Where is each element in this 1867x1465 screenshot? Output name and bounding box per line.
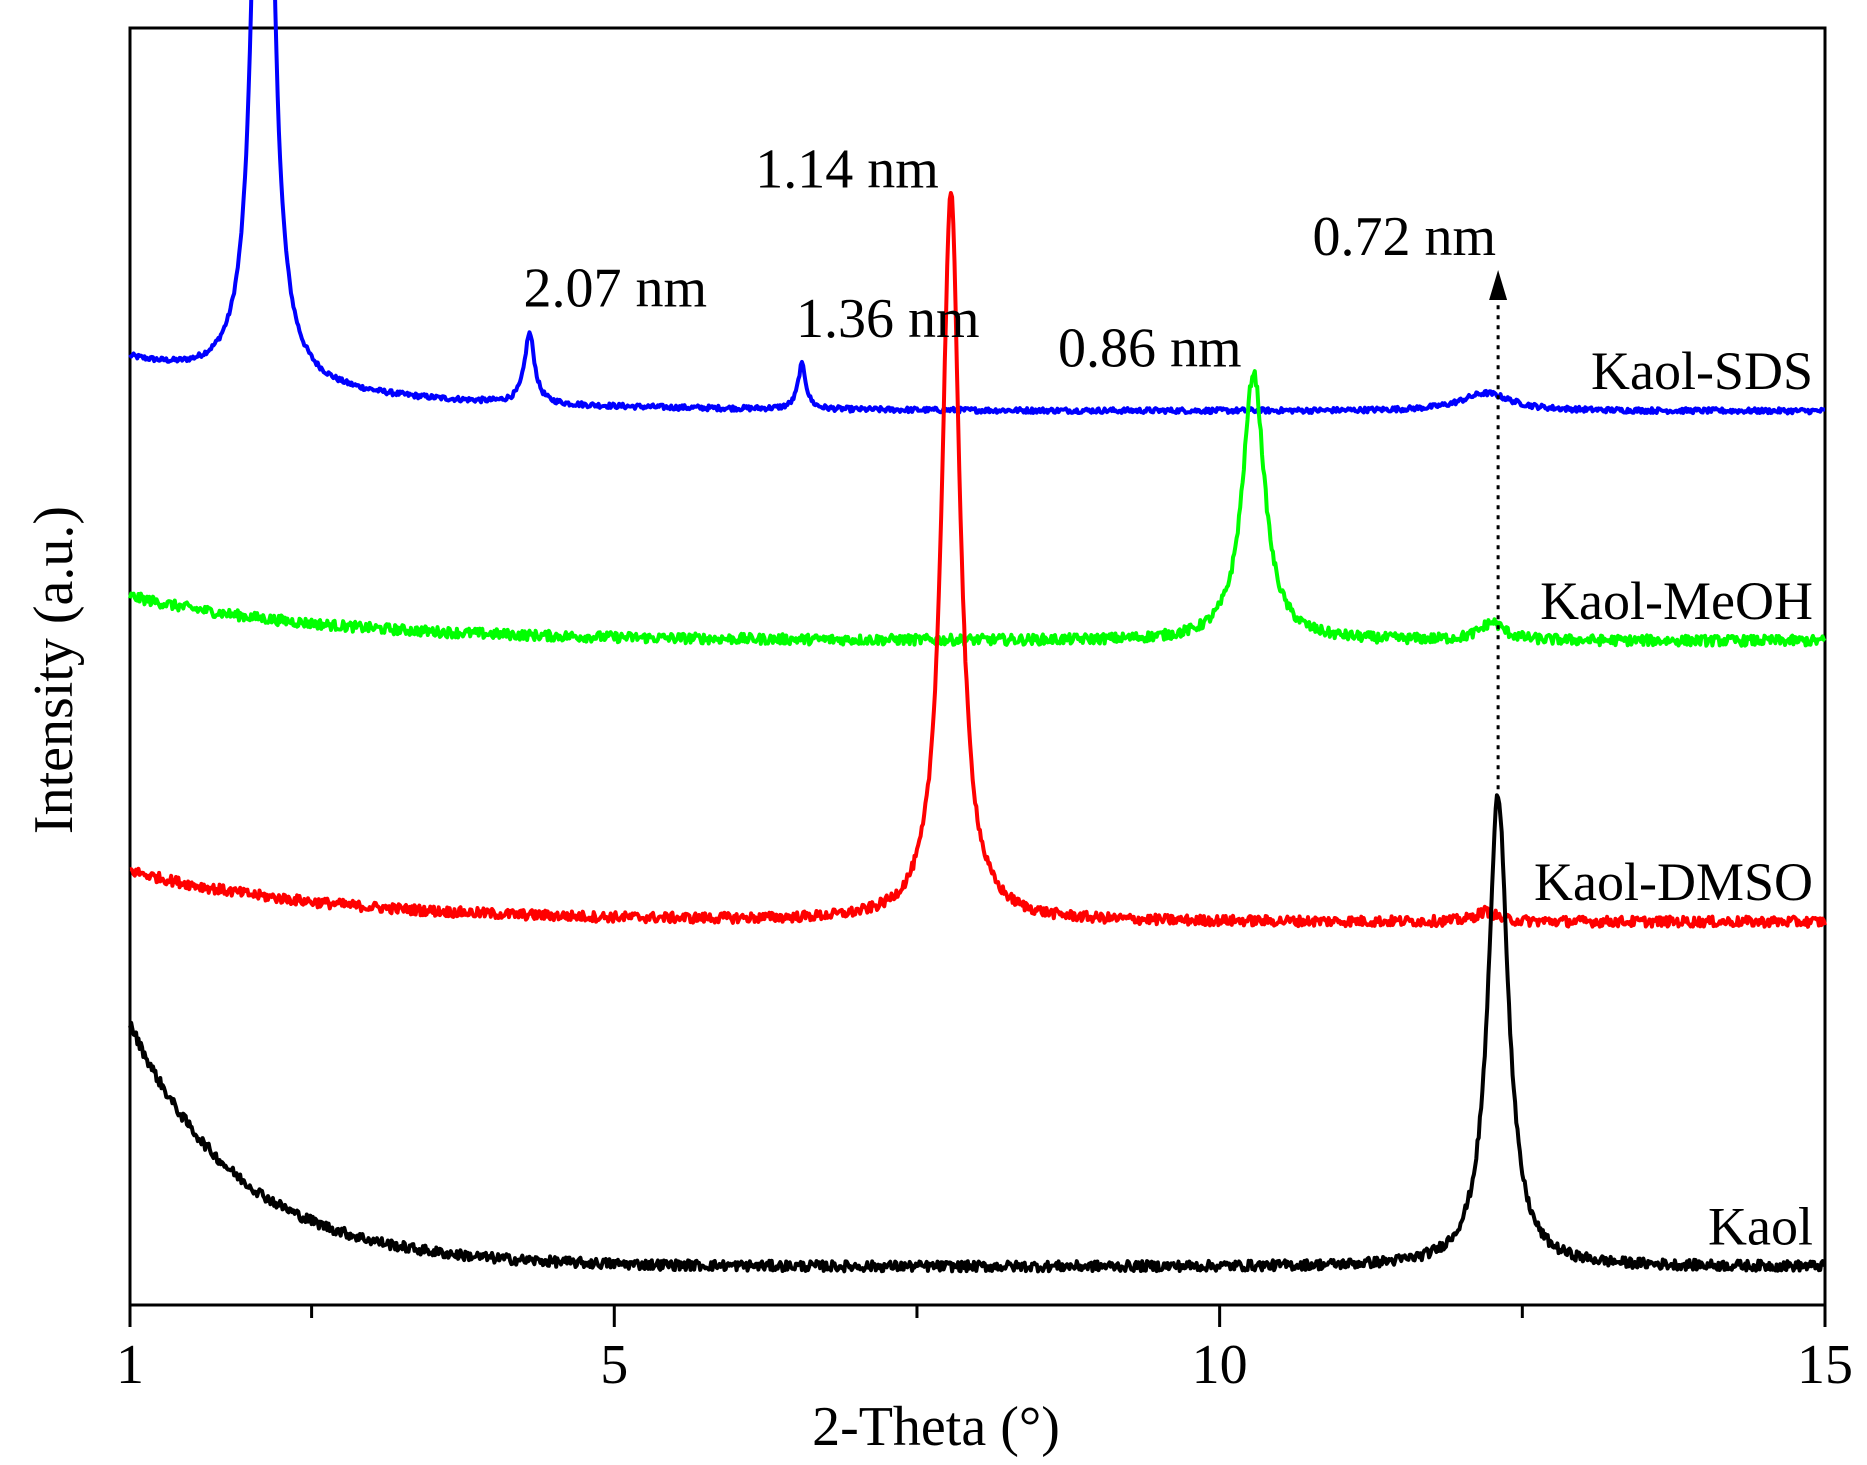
trace-kaol-dmso xyxy=(129,191,1827,929)
peak-label: 1.14 nm xyxy=(755,138,939,200)
x-axis-label: 2-Theta (°) xyxy=(812,1396,1060,1458)
x-tick-label: 5 xyxy=(600,1334,628,1396)
plot-border xyxy=(128,26,1827,1307)
trace-kaol-sds xyxy=(128,0,1826,416)
peak-label: 2.07 nm xyxy=(524,257,708,319)
annotation-label: 0.72 nm xyxy=(1313,206,1497,268)
trace-kaol-meoh xyxy=(128,369,1827,648)
x-tick-label: 15 xyxy=(1797,1334,1853,1396)
series-label: Kaol-DMSO xyxy=(1534,852,1813,912)
x-axis-ticks: 1 5 10 15 xyxy=(116,1305,1853,1396)
peak-label: 1.36 nm xyxy=(796,288,980,350)
x-tick-label: 10 xyxy=(1192,1334,1248,1396)
labels: Kaol-SDS4.21 nm2.07 nm1.36 nmKaol-MeOH0.… xyxy=(524,138,1813,1257)
series-label: Kaol xyxy=(1708,1197,1813,1257)
x-tick-label: 1 xyxy=(116,1334,144,1396)
plot-frame xyxy=(128,26,1827,1307)
peak-label: 0.86 nm xyxy=(1058,318,1242,380)
y-axis-label: Intensity (a.u.) xyxy=(23,506,85,834)
series-label: Kaol-MeOH xyxy=(1540,571,1813,631)
series-label: Kaol-SDS xyxy=(1591,341,1813,401)
traces xyxy=(128,0,1827,1274)
trace-kaol xyxy=(128,793,1827,1274)
annotation-arrow-head xyxy=(1489,270,1508,300)
